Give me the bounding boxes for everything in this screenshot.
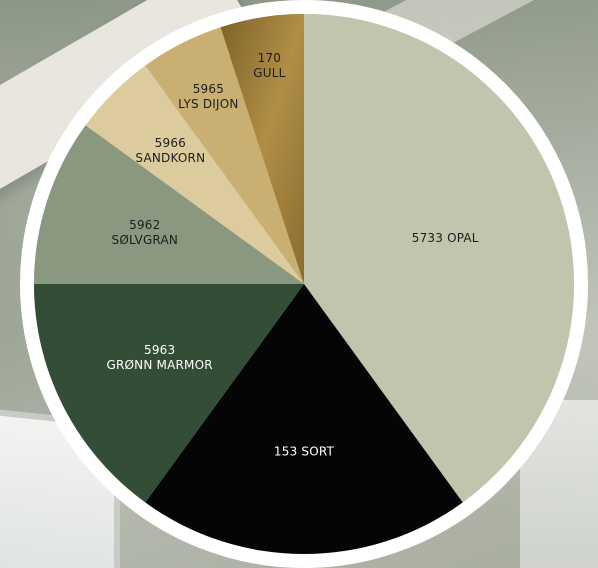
pie-slice-label-3: 5962 SØLVGRAN bbox=[112, 218, 179, 247]
pie-slice-2 bbox=[34, 284, 304, 503]
pie-slice-label-line: 170 bbox=[258, 51, 282, 65]
pie-slice-label-6: 170 GULL bbox=[253, 51, 285, 80]
pie-slice-0 bbox=[304, 14, 574, 503]
pie-slice-label-4: 5966 SANDKORN bbox=[135, 136, 205, 165]
pie-slice-label-line: 5962 bbox=[129, 218, 160, 232]
pie-slice-label-line: SANDKORN bbox=[135, 151, 205, 165]
pie-slice-label-0: 5733 OPAL bbox=[412, 231, 479, 245]
pie-slice-6 bbox=[220, 14, 304, 284]
pie-slice-label-5: 5965 LYS DIJON bbox=[178, 82, 238, 111]
pie-slice-3 bbox=[34, 125, 304, 285]
pie-slice-label-line: 5966 bbox=[155, 136, 186, 150]
pie-slice-5 bbox=[145, 27, 304, 284]
pie-slice-4 bbox=[85, 65, 304, 284]
pie-slices bbox=[34, 14, 574, 554]
pie-slice-label-line: 5965 bbox=[193, 82, 224, 96]
pie-slice-label-2: 5963 GRØNN MARMOR bbox=[107, 343, 213, 372]
pie-slice-1 bbox=[145, 284, 463, 554]
pie-slice-label-line: GRØNN MARMOR bbox=[107, 358, 213, 372]
pie-slice-label-line: GULL bbox=[253, 66, 285, 80]
pie-slice-label-line: 5733 OPAL bbox=[412, 231, 479, 245]
pie-slice-label-line: 153 SORT bbox=[274, 444, 335, 458]
pie-slice-label-line: 5963 bbox=[144, 343, 175, 357]
pie-slice-label-1: 153 SORT bbox=[274, 444, 335, 458]
pie-outer-ring bbox=[20, 0, 588, 568]
pie-labels: 5733 OPAL 153 SORT 5963 GRØNN MARMOR 5962 SØL… bbox=[107, 51, 479, 459]
pie-slice-label-line: LYS DIJON bbox=[178, 97, 238, 111]
pie-slice-label-line: SØLVGRAN bbox=[112, 233, 179, 247]
